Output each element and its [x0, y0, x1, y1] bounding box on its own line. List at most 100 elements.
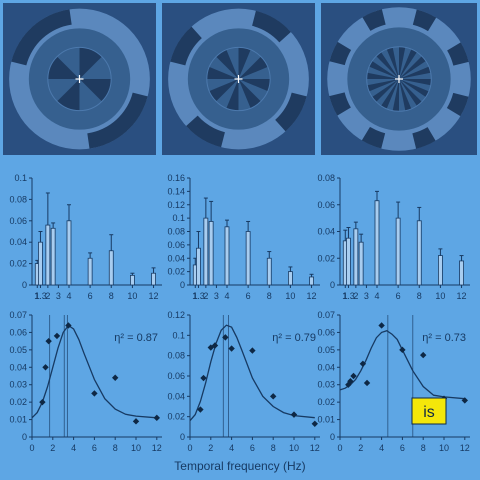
stimulus-center-wedge	[369, 61, 399, 79]
chart-panel-bottom-right: 0 0.01 0.02 0.03 0.04 0.05 0.06 0.07 0 2 4 6 8 10 12 η²…	[317, 310, 470, 453]
x-tick-label: 10	[131, 443, 141, 453]
data-point	[420, 351, 427, 359]
chart-panel-bottom-left: 0 0.01 0.02 0.03 0.04 0.05 0.06 0.07 0 2 4 6 8 10 12 η²…	[9, 310, 162, 453]
stimulus-center-outline	[366, 46, 432, 112]
data-point	[132, 418, 140, 425]
stimulus-16-cycle	[321, 3, 477, 155]
x-tick-label: 2	[45, 291, 50, 301]
x-tick-label: 6	[396, 291, 401, 301]
stimulus-center-wedge	[57, 79, 80, 111]
stimulus-ring-segment	[329, 92, 351, 116]
stimulus-ring-segment	[11, 9, 72, 66]
y-tick-label: 0.04	[9, 237, 27, 247]
data-point	[222, 334, 229, 341]
bar	[50, 227, 56, 286]
stimulus-row	[3, 3, 477, 155]
x-tick-label: 2	[358, 443, 363, 453]
y-tick-label: 0.06	[317, 200, 335, 210]
stimulus-ring-segment	[362, 9, 386, 31]
y-tick-label: 0	[180, 432, 185, 442]
x-tick-label: 12	[460, 443, 470, 453]
x-tick-label: 12	[457, 291, 467, 301]
x-tick-label: 0	[187, 443, 192, 453]
stimulus-ring-segment	[446, 92, 469, 117]
y-tick-label: 0.07	[9, 310, 27, 320]
x-tick-label: 12	[149, 291, 159, 301]
stimulus-center-wedge	[386, 47, 399, 79]
bar	[416, 220, 422, 286]
x-tick-label: 4	[224, 291, 229, 301]
bar	[208, 221, 214, 286]
stimulus-center-wedge	[79, 79, 112, 102]
chart-grid: 00.020.040.060.080.111.32 3 4 6 8 10 1200.020.…	[9, 173, 470, 453]
stimulus-ring-segment	[329, 41, 352, 66]
x-tick-label: 2	[208, 443, 213, 453]
y-tick-label: 0.04	[167, 391, 185, 401]
x-tick-label: 10	[435, 291, 445, 301]
bar	[151, 272, 156, 286]
bar	[395, 217, 401, 286]
stimulus-center-wedge	[206, 66, 239, 79]
fit-annotation: η² = 0.87	[114, 332, 158, 344]
y-tick-label: 0	[180, 280, 185, 290]
data-point	[249, 347, 256, 354]
x-tick-label: 2	[203, 291, 208, 301]
y-tick-label: 0	[22, 432, 27, 442]
stimulus-center-outline	[206, 46, 271, 112]
y-tick-label: 0.16	[167, 173, 185, 183]
x-tick-label: 6	[400, 443, 405, 453]
x-tick-label: 8	[109, 291, 114, 301]
y-tick-label: 0.1	[14, 173, 27, 183]
data-point	[153, 414, 160, 422]
y-tick-label: 0.01	[9, 415, 27, 425]
x-tick-label: 4	[66, 291, 71, 301]
stimulus-center-wedge	[226, 79, 239, 111]
x-tick-label: 12	[307, 291, 317, 301]
bar	[438, 255, 443, 286]
data-point	[200, 374, 207, 382]
data-point	[399, 346, 406, 354]
bar	[358, 241, 364, 286]
y-tick-label: 0.03	[9, 380, 27, 390]
stimulus-8-cycle	[162, 3, 315, 155]
y-tick-label: 0.06	[167, 371, 185, 381]
x-tick-label: 6	[246, 291, 251, 301]
stimulus-center-wedge	[399, 49, 417, 79]
y-tick-label: 0.01	[317, 415, 335, 425]
y-tick-label: 0.07	[317, 310, 335, 320]
bar	[309, 276, 314, 286]
x-tick-label: 4	[379, 443, 384, 453]
stimulus-ring-segment	[87, 92, 148, 149]
y-tick-label: 0.02	[167, 267, 185, 277]
data-point	[350, 372, 357, 380]
callout-box: is	[411, 397, 447, 425]
bar	[130, 274, 135, 286]
x-tick-label: 12	[310, 443, 320, 453]
y-tick-label: 0	[330, 280, 335, 290]
x-tick-label: 1.3	[342, 291, 355, 301]
stimulus-4-cycle	[3, 3, 156, 155]
x-tick-label: 0	[337, 443, 342, 453]
y-tick-label: 0.03	[317, 380, 335, 390]
fitted-curve	[189, 324, 315, 422]
x-tick-label: 1.3	[34, 291, 47, 301]
y-tick-label: 0.06	[167, 240, 185, 250]
x-tick-label: 12	[152, 443, 162, 453]
x-tick-label: 4	[374, 291, 379, 301]
y-tick-label: 0.12	[167, 200, 185, 210]
x-tick-label: 6	[88, 291, 93, 301]
stimulus-center-wedge	[238, 47, 251, 79]
stimulus-ring-segment	[275, 92, 307, 132]
stimulus-center-wedge	[399, 46, 406, 79]
y-tick-label: 0.02	[317, 397, 335, 407]
stimulus-ring-segment	[361, 126, 386, 149]
stimulus-center-wedge	[399, 79, 429, 97]
chart-panel-top-right: 0 0.02 0.04 0.06 0.08 11.32 3 4 6 8 10 12	[317, 173, 470, 301]
x-axis-label: Temporal frequency (Hz)	[174, 459, 305, 473]
stimulus-ring-segment	[186, 115, 225, 148]
data-point	[112, 374, 119, 381]
x-tick-label: 8	[421, 443, 426, 453]
y-tick-label: 0.06	[9, 216, 27, 226]
y-tick-label: 0.02	[317, 253, 335, 263]
y-tick-label: 0.08	[317, 173, 335, 183]
